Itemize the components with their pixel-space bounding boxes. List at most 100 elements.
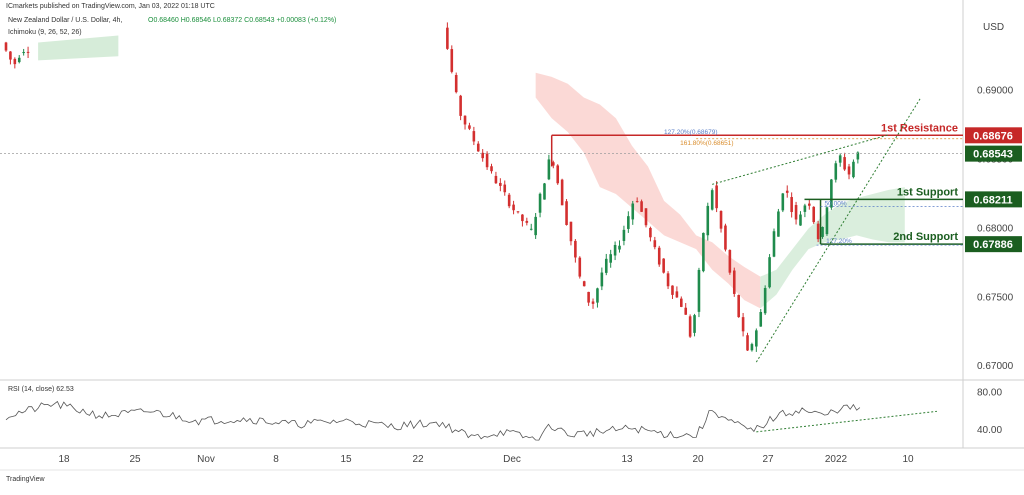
- x-tick-label: 22: [412, 454, 424, 465]
- y-tick-label: 0.69000: [977, 86, 1014, 97]
- candle-body: [481, 152, 484, 159]
- candle-body: [653, 240, 657, 248]
- x-tick-label: Nov: [197, 454, 215, 465]
- candle-body: [768, 257, 771, 288]
- level-price-value: 0.68211: [973, 194, 1012, 206]
- candle-body: [680, 298, 683, 307]
- candle-body: [472, 131, 476, 142]
- candle-body: [596, 288, 599, 303]
- candle-body: [640, 201, 643, 212]
- fib-label: 127.20%(0.68679): [664, 129, 718, 136]
- candle-body: [507, 194, 511, 207]
- candle-body: [688, 316, 692, 337]
- candle-body: [684, 307, 688, 315]
- candle-body: [794, 205, 798, 220]
- ichimoku-cloud-bullish: [760, 187, 905, 309]
- candle-body: [662, 258, 665, 273]
- candle-body: [499, 182, 502, 186]
- rsi-tick-label: 40.00: [977, 425, 1002, 436]
- candle-body: [529, 228, 533, 230]
- candle-body: [516, 211, 520, 213]
- x-tick-label: Dec: [503, 454, 521, 465]
- candle-body: [772, 231, 776, 257]
- candle-body: [476, 143, 480, 152]
- candle-body: [468, 125, 471, 129]
- candle-body: [574, 240, 577, 258]
- x-tick-label: 27: [762, 454, 774, 465]
- fib-label: 161.80%(0.68651): [680, 140, 734, 147]
- rsi-trendline: [756, 410, 937, 433]
- candle-body: [543, 183, 546, 200]
- candle-body: [816, 223, 820, 240]
- candle-body: [856, 152, 860, 160]
- candle-body: [609, 254, 612, 263]
- candles: [4, 22, 860, 352]
- y-tick-label: 0.68000: [977, 223, 1014, 234]
- candle-body: [724, 225, 727, 250]
- candle-body: [454, 74, 458, 93]
- candle-body: [649, 227, 652, 238]
- rsi-line: [5, 400, 861, 441]
- fib-label: 50.00%: [825, 200, 847, 207]
- symbol-title: New Zealand Dollar / U.S. Dollar, 4h,: [8, 17, 123, 24]
- candle-body: [587, 291, 590, 303]
- candle-body: [697, 269, 701, 312]
- candle-body: [538, 193, 542, 213]
- candle-body: [13, 58, 17, 65]
- candle-body: [755, 330, 758, 347]
- candle-body: [591, 301, 595, 304]
- ichimoku-legend: Ichimoku (9, 26, 52, 26): [8, 29, 82, 36]
- current-price-tag: [965, 145, 1022, 162]
- candle-body: [746, 335, 749, 351]
- candle-body: [803, 205, 807, 212]
- candle-body: [600, 272, 604, 287]
- current-price-value: 0.68543: [973, 149, 1013, 161]
- candle-body: [702, 232, 705, 272]
- candle-body: [560, 179, 564, 206]
- published-caption: ICmarkets published on TradingView.com, …: [6, 3, 215, 10]
- x-tick-label: 15: [340, 454, 352, 465]
- candle-body: [565, 201, 568, 225]
- candle-body: [552, 162, 555, 166]
- candle-body: [503, 184, 507, 193]
- y-tick-label: 0.67500: [977, 292, 1014, 303]
- x-tick-label: 10: [902, 454, 914, 465]
- candle-body: [821, 226, 824, 237]
- candle-body: [613, 244, 617, 256]
- candle-body: [631, 203, 635, 220]
- candle-body: [17, 57, 21, 63]
- level-price-tag: [965, 127, 1022, 144]
- candle-body: [569, 221, 573, 242]
- candle-body: [808, 203, 811, 206]
- candle-body: [847, 166, 851, 175]
- candle-body: [22, 52, 25, 54]
- candle-body: [578, 257, 582, 277]
- ichimoku-cloud-bearish: [535, 72, 761, 309]
- candle-body: [728, 250, 732, 273]
- candle-body: [618, 245, 621, 250]
- candle-body: [777, 211, 780, 237]
- x-tick-label: 2022: [825, 454, 848, 465]
- rsi-tick-label: 80.00: [977, 388, 1002, 399]
- candle-body: [4, 42, 8, 51]
- candle-body: [706, 205, 710, 236]
- candle-body: [494, 175, 498, 184]
- candle-body: [838, 155, 842, 163]
- candle-body: [547, 159, 551, 180]
- candle-body: [512, 204, 515, 211]
- x-tick-label: 13: [621, 454, 633, 465]
- candle-body: [825, 207, 829, 235]
- fib-label: 127.20%: [826, 238, 852, 245]
- candle-body: [763, 288, 767, 314]
- level-label: 1st Resistance: [881, 122, 958, 134]
- candle-body: [644, 208, 648, 226]
- level-price-value: 0.68676: [973, 130, 1013, 142]
- candle-body: [719, 211, 723, 229]
- ichimoku-cloud-early: [38, 35, 119, 61]
- candle-body: [715, 185, 718, 209]
- x-tick-label: 25: [129, 454, 141, 465]
- candle-body: [799, 214, 802, 226]
- candle-body: [556, 165, 560, 184]
